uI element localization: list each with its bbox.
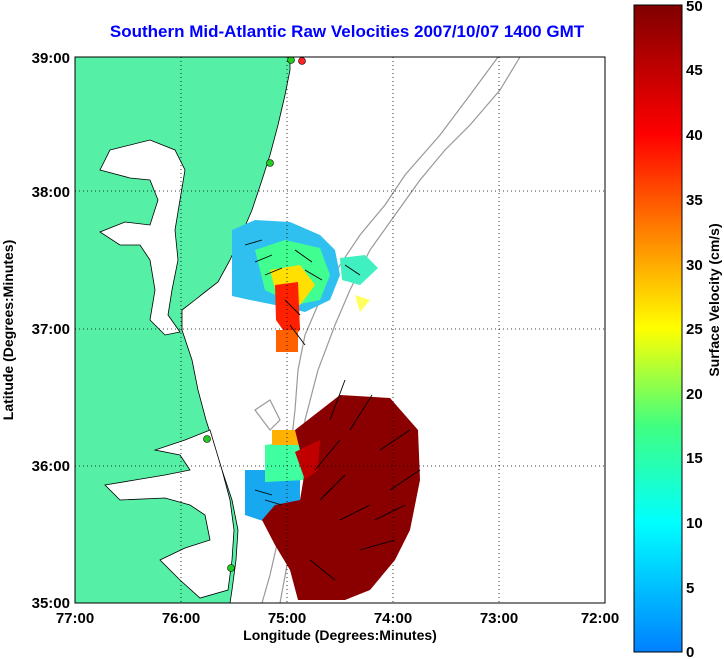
x-tick-label: 73:00 xyxy=(480,610,518,627)
colorbar-tick: 15 xyxy=(686,450,703,467)
colorbar-tick: 50 xyxy=(686,0,703,15)
colorbar-tick: 40 xyxy=(686,127,703,144)
colorbar-tick: 20 xyxy=(686,386,703,403)
pamlico-sound xyxy=(104,429,235,599)
x-tick-label: 72:00 xyxy=(581,610,619,627)
y-axis-label: Latitude (Degrees:Minutes) xyxy=(0,240,16,420)
colorbar-tick: 30 xyxy=(686,257,703,274)
chesapeake-bay xyxy=(99,139,186,336)
plot-frame xyxy=(74,56,606,604)
y-tick-label: 39:00 xyxy=(32,50,70,67)
colorbar-label: Surface Velocity (cm/s) xyxy=(706,223,722,376)
x-tick-label: 76:00 xyxy=(162,610,200,627)
map-title: Southern Mid-Atlantic Raw Velocities 200… xyxy=(109,22,585,41)
grid-lines xyxy=(75,57,605,603)
velocity-field-south xyxy=(245,395,420,600)
colorbar: 50 45 40 35 30 25 20 15 10 5 0 Surface V… xyxy=(633,0,722,659)
colorbar-tick: 5 xyxy=(686,580,694,597)
y-axis: 39:00 38:00 37:00 36:00 35:00 Latitude (… xyxy=(0,50,70,612)
colorbar-gradient xyxy=(633,4,683,653)
y-tick-label: 36:00 xyxy=(32,458,70,475)
velocity-field-north xyxy=(232,220,378,352)
velocity-arrows xyxy=(244,239,421,581)
x-tick-label: 75:00 xyxy=(268,610,306,627)
x-axis-label: Longitude (Degrees:Minutes) xyxy=(243,627,437,643)
y-tick-label: 37:00 xyxy=(32,321,70,338)
colorbar-tick: 25 xyxy=(686,321,703,338)
colorbar-tick: 45 xyxy=(686,62,703,79)
colorbar-tick: 35 xyxy=(686,192,703,209)
y-tick-label: 35:00 xyxy=(32,595,70,612)
land-mass xyxy=(75,57,291,603)
station-markers xyxy=(203,57,306,572)
x-axis: 77:00 76:00 75:00 74:00 73:00 72:00 Long… xyxy=(56,610,619,643)
x-tick-label: 77:00 xyxy=(56,610,94,627)
colorbar-tick: 10 xyxy=(686,515,703,532)
y-tick-label: 38:00 xyxy=(32,184,70,201)
colorbar-tick: 0 xyxy=(686,644,694,659)
x-tick-label: 74:00 xyxy=(374,610,412,627)
